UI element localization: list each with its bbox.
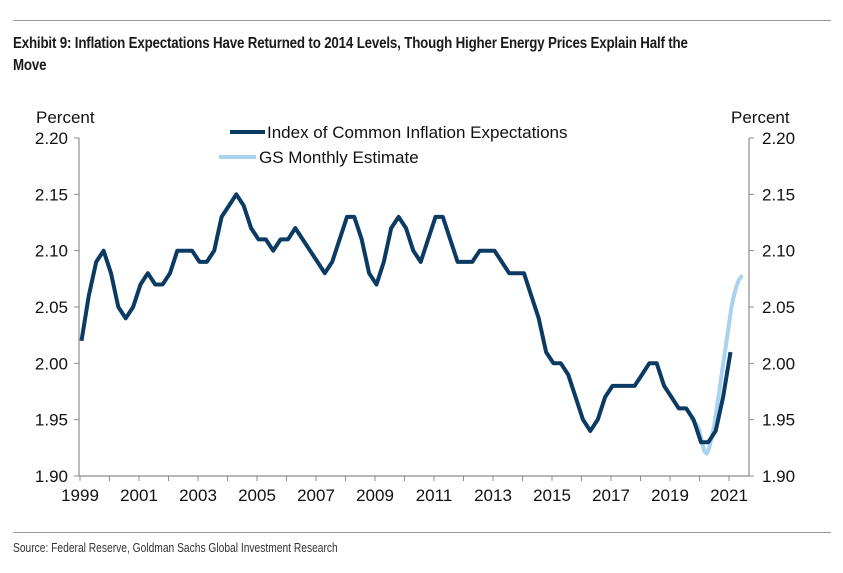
y-axis-title-right: Percent [731,108,790,127]
y-tick-label-right: 2.20 [762,129,795,148]
x-tick-label: 2021 [710,486,748,505]
x-tick-label: 2013 [474,486,512,505]
x-tick-label: 2019 [651,486,689,505]
y-tick-label-left: 1.95 [35,411,68,430]
y-tick-label-right: 2.05 [762,298,795,317]
y-tick-label-left: 2.20 [35,129,68,148]
y-tick-label-left: 2.00 [35,354,68,373]
x-tick-label: 2009 [356,486,394,505]
y-tick-label-right: 2.10 [762,242,795,261]
chart-title: Exhibit 9: Inflation Expectations Have R… [13,35,688,74]
y-tick-label-left: 2.15 [35,185,68,204]
series-layer [79,192,744,456]
y-tick-label-right: 2.00 [762,354,795,373]
legend-label-index: Index of Common Inflation Expectations [267,123,568,142]
y-axis-title-left: Percent [36,108,95,127]
x-tick-label: 2001 [120,486,158,505]
x-tick-label: 2017 [592,486,630,505]
x-tick-label: 2003 [179,486,217,505]
legend-label-estimate: GS Monthly Estimate [259,148,419,167]
y-tick-label-right: 1.90 [762,467,795,486]
y-tick-label-left: 1.90 [35,467,68,486]
x-tick-label: 2011 [416,486,453,505]
bottom-rule [13,532,831,533]
x-tick-label: 2005 [238,486,276,505]
x-tick-label: 2007 [297,486,335,505]
axes: 2.20 2.20 2.15 2.15 2.10 2.10 2.05 2.05 2.00 2.00… [35,108,795,505]
series-line-index-cie [79,192,733,445]
legend: Index of Common Inflation Expectations G… [219,123,568,167]
y-tick-label-left: 2.05 [35,298,68,317]
y-tick-label-right: 1.95 [762,411,795,430]
source-note: Source: Federal Reserve, Goldman Sachs G… [13,541,338,555]
top-rule [13,20,831,21]
x-tick-label: 1999 [61,486,99,505]
y-tick-label-left: 2.10 [35,242,68,261]
x-tick-label: 2015 [533,486,571,505]
y-tick-label-right: 2.15 [762,185,795,204]
